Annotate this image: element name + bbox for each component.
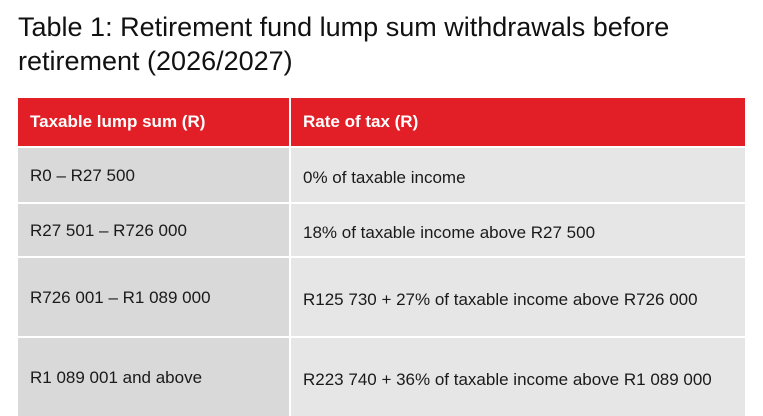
tax-rate-cell: R125 730 + 27% of taxable income above R… <box>290 258 745 336</box>
table-row: R726 001 – R1 089 000 R125 730 + 27% of … <box>18 258 745 336</box>
lump-sum-cell: R726 001 – R1 089 000 <box>18 258 291 336</box>
column-header-taxable-lump-sum: Taxable lump sum (R) <box>18 98 291 146</box>
tax-rate-cell: 18% of taxable income above R27 500 <box>290 204 745 256</box>
lump-sum-cell: R1 089 001 and above <box>18 338 291 416</box>
tax-rate-cell: R223 740 + 36% of taxable income above R… <box>290 338 745 416</box>
row-separator <box>18 256 745 258</box>
table-row: R0 – R27 500 0% of taxable income <box>18 148 745 202</box>
row-separator <box>18 336 745 338</box>
row-separator <box>18 202 745 204</box>
lump-sum-cell: R27 501 – R726 000 <box>18 204 291 256</box>
page-title: Table 1: Retirement fund lump sum withdr… <box>18 12 670 76</box>
tax-rate-cell: 0% of taxable income <box>290 148 745 202</box>
table-row: R27 501 – R726 000 18% of taxable income… <box>18 204 745 256</box>
lump-sum-cell: R0 – R27 500 <box>18 148 291 202</box>
column-header-rate-of-tax: Rate of tax (R) <box>290 98 745 146</box>
table-header-row: Taxable lump sum (R) Rate of tax (R) <box>18 98 745 146</box>
row-separator <box>18 146 745 148</box>
table-row: R1 089 001 and above R223 740 + 36% of t… <box>18 338 745 416</box>
tax-table: Taxable lump sum (R) Rate of tax (R) R0 … <box>18 98 745 416</box>
